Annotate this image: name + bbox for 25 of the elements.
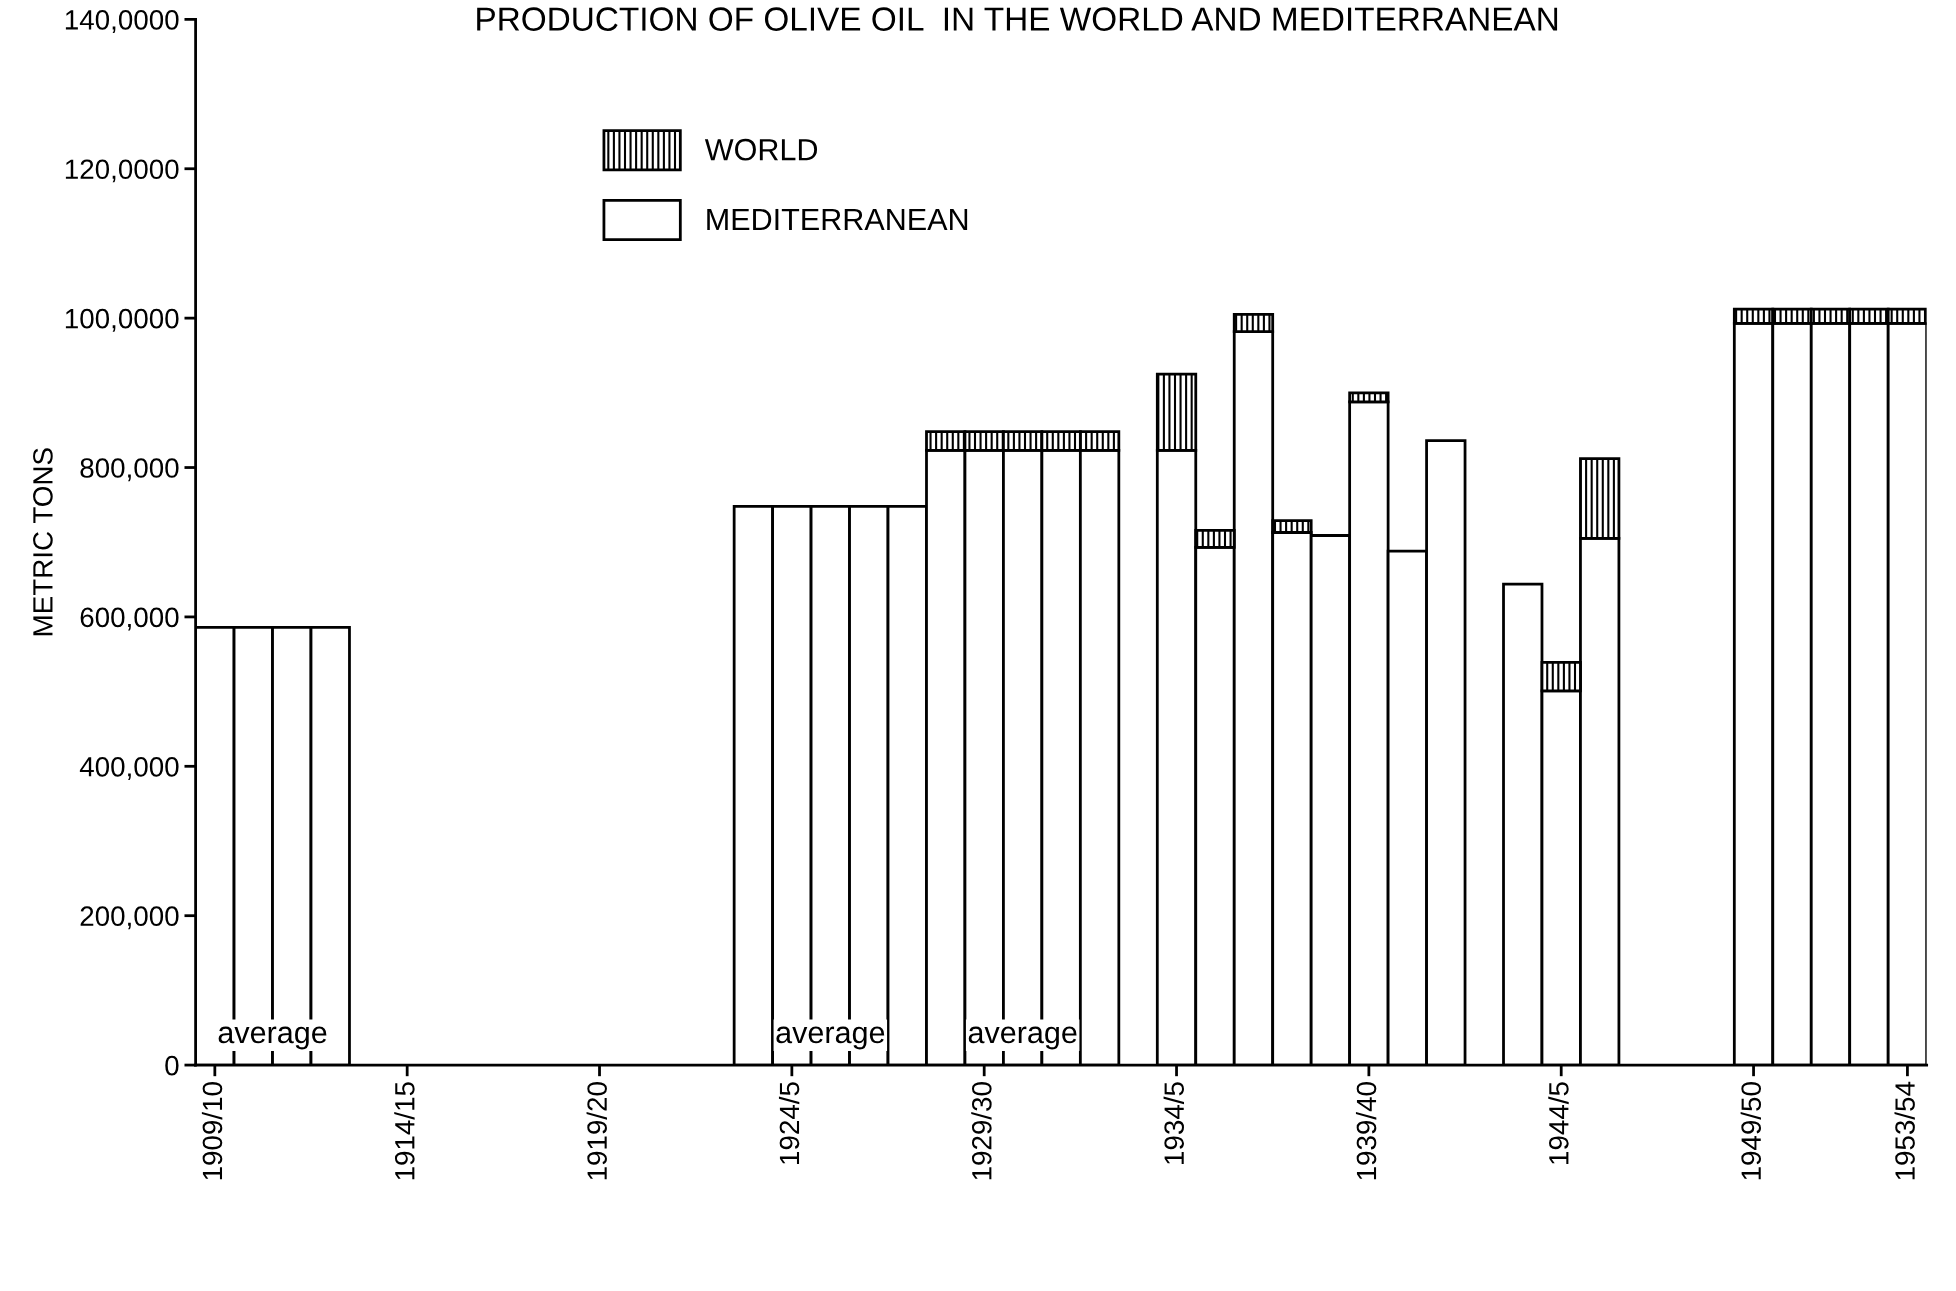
annotation: average	[776, 1026, 885, 1050]
x-tick-label: 1929/30	[971, 1082, 992, 1180]
x-tick-label: 1909/10	[201, 1082, 223, 1180]
x-tick-label: 1953/54	[1894, 1081, 1915, 1180]
x-tick-label: 1944/5	[1548, 1082, 1569, 1164]
y-tick-label: 600,000	[80, 607, 179, 631]
y-axis-title: METRIC TONS	[33, 448, 53, 636]
x-tick-label: 1924/5	[778, 1082, 800, 1164]
y-tick-label: 200,000	[80, 906, 179, 930]
legend-label: WORLD	[704, 138, 818, 161]
y-tick-label: 0	[165, 1055, 179, 1076]
y-tick-label: 400,000	[79, 756, 179, 780]
y-tick-label: 800,000	[80, 458, 179, 482]
x-tick-label: 1934/5	[1163, 1082, 1184, 1164]
y-tick-label: 140,0000	[65, 10, 179, 33]
annotation: average	[968, 1026, 1077, 1050]
x-tick-label: 1939/40	[1355, 1082, 1377, 1180]
legend-label: MEDITERRANEAN	[707, 208, 968, 230]
x-tick-label: 1914/15	[394, 1082, 415, 1180]
annotation: average	[218, 1026, 327, 1050]
x-tick-label: 1919/20	[586, 1082, 607, 1180]
y-tick-label: 100,0000	[65, 308, 179, 332]
x-tick-label: 1949/50	[1740, 1082, 1762, 1180]
chart-title: PRODUCTION OF OLIVE OIL IN THE WORLD AND MEDITERRANEAN	[477, 7, 1558, 31]
y-tick-label: 120,0000	[65, 159, 179, 183]
